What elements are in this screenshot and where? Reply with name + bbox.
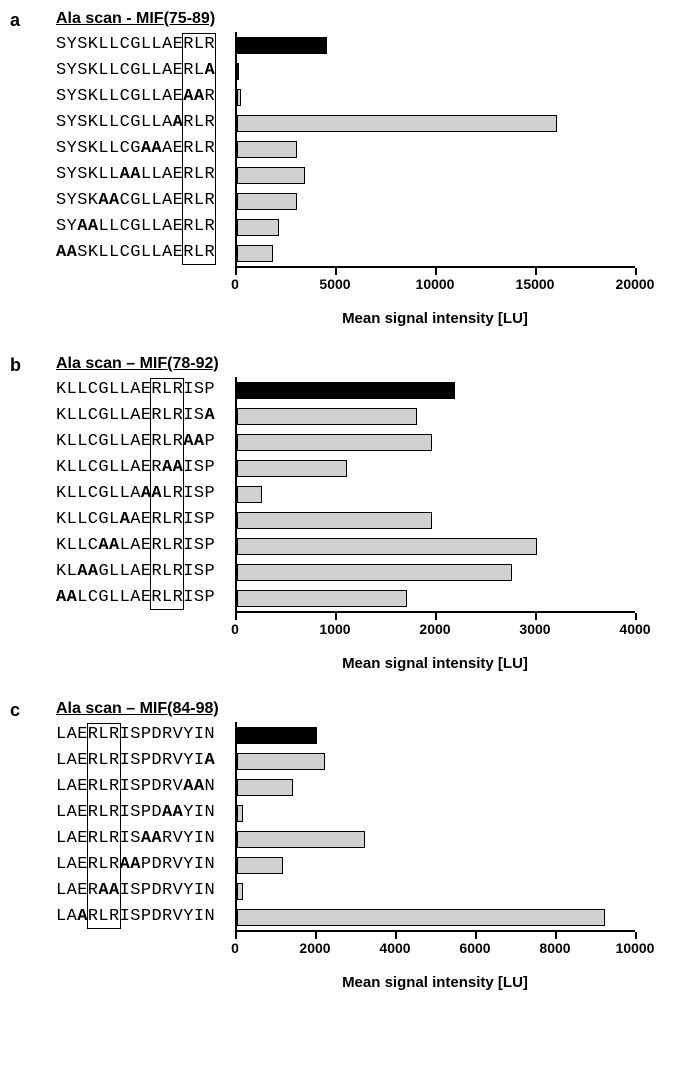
bar xyxy=(237,245,273,262)
tick-label: 20000 xyxy=(616,276,655,292)
bar xyxy=(237,219,279,236)
sequence-label: KLLCAALAERLRISP xyxy=(10,533,235,559)
sequence-label: KLLCGLLAERLRAAP xyxy=(10,429,235,455)
sequence-label: SYSKLLCGLLAARLR xyxy=(10,110,235,136)
bar xyxy=(237,779,293,796)
sequence-labels: SYSKLLCGLLAERLRSYSKLLCGLLAERLASYSKLLCGLL… xyxy=(10,32,235,266)
bar xyxy=(237,805,243,822)
sequence-label: LAERLRISPDRVAAN xyxy=(10,774,235,800)
tick-label: 4000 xyxy=(619,621,650,637)
sequence-label: KLLCGLLAERLRISA xyxy=(10,403,235,429)
bar xyxy=(237,408,417,425)
sequence-label: LAERLRAAPDRVYIN xyxy=(10,852,235,878)
sequence-label: KLLCGLLAERAAISP xyxy=(10,455,235,481)
bar xyxy=(237,193,297,210)
sequence-label: KLLCGLLAERLRISP xyxy=(10,377,235,403)
sequence-label: SYSKLLCGAAAERLR xyxy=(10,136,235,162)
sequence-label: AASKLLCGLLAERLR xyxy=(10,240,235,266)
bar xyxy=(237,753,325,770)
panel-letter: c xyxy=(10,700,20,721)
panel-title: Ala scan – MIF(78-92) xyxy=(56,355,675,373)
bar xyxy=(237,883,243,900)
sequence-label: LAERAAISPDRVYIN xyxy=(10,878,235,904)
sequence-label: SYSKLLCGLLAERLR xyxy=(10,32,235,58)
tick-label: 1000 xyxy=(319,621,350,637)
panel-b: bAla scan – MIF(78-92)KLLCGLLAERLRISPKLL… xyxy=(10,355,675,672)
sequence-label: KLLCGLLAAALRISP xyxy=(10,481,235,507)
x-axis: 01000200030004000 xyxy=(235,613,635,633)
bar xyxy=(237,434,432,451)
sequence-label: SYSKLLCGLLAEAAR xyxy=(10,84,235,110)
sequence-label: LAERLRISPDRVYIN xyxy=(10,722,235,748)
bar xyxy=(237,564,512,581)
bar xyxy=(237,857,283,874)
panel-letter: a xyxy=(10,10,20,31)
bar xyxy=(237,512,432,529)
x-axis-label: Mean signal intensity [LU] xyxy=(235,974,635,991)
sequence-label: SYAALLCGLLAERLR xyxy=(10,214,235,240)
bar xyxy=(237,167,305,184)
panel-c: cAla scan – MIF(84-98)LAERLRISPDRVYINLAE… xyxy=(10,700,675,991)
tick-label: 10000 xyxy=(416,276,455,292)
tick-label: 10000 xyxy=(616,940,655,956)
tick-label: 5000 xyxy=(319,276,350,292)
sequence-label: KLAAGLLAERLRISP xyxy=(10,559,235,585)
tick-label: 6000 xyxy=(459,940,490,956)
panel-title: Ala scan – MIF(84-98) xyxy=(56,700,675,718)
sequence-label: SYSKLLCGLLAERLA xyxy=(10,58,235,84)
bar xyxy=(237,538,537,555)
tick-label: 0 xyxy=(231,276,239,292)
chart: 0200040006000800010000 Mean signal intens… xyxy=(235,722,675,991)
bar xyxy=(237,37,327,54)
x-axis-label: Mean signal intensity [LU] xyxy=(235,310,635,327)
bar xyxy=(237,141,297,158)
sequence-labels: KLLCGLLAERLRISPKLLCGLLAERLRISAKLLCGLLAER… xyxy=(10,377,235,611)
tick-label: 2000 xyxy=(419,621,450,637)
bar xyxy=(237,115,557,132)
tick-label: 2000 xyxy=(299,940,330,956)
tick-label: 0 xyxy=(231,621,239,637)
bar xyxy=(237,63,239,80)
bar xyxy=(237,727,317,744)
x-axis: 0200040006000800010000 xyxy=(235,932,635,952)
bar xyxy=(237,89,241,106)
x-axis-label: Mean signal intensity [LU] xyxy=(235,655,635,672)
bar xyxy=(237,831,365,848)
x-axis: 05000100001500020000 xyxy=(235,268,635,288)
tick-label: 3000 xyxy=(519,621,550,637)
sequence-label: LAERLRISAARVYIN xyxy=(10,826,235,852)
sequence-label: KLLCGLAAERLRISP xyxy=(10,507,235,533)
bar xyxy=(237,460,347,477)
bar xyxy=(237,909,605,926)
panel-title: Ala scan - MIF(75-89) xyxy=(56,10,675,28)
panel-letter: b xyxy=(10,355,21,376)
sequence-label: SYSKAACGLLAERLR xyxy=(10,188,235,214)
chart: 05000100001500020000 Mean signal intensit… xyxy=(235,32,675,327)
tick-label: 4000 xyxy=(379,940,410,956)
panel-a: aAla scan - MIF(75-89)SYSKLLCGLLAERLRSYS… xyxy=(10,10,675,327)
tick-label: 8000 xyxy=(539,940,570,956)
bar xyxy=(237,382,455,399)
bar xyxy=(237,486,262,503)
tick-label: 0 xyxy=(231,940,239,956)
sequence-labels: LAERLRISPDRVYINLAERLRISPDRVYIALAERLRISPD… xyxy=(10,722,235,930)
sequence-label: LAERLRISPDRVYIA xyxy=(10,748,235,774)
sequence-label: LAERLRISPDAAYIN xyxy=(10,800,235,826)
sequence-label: LAARLRISPDRVYIN xyxy=(10,904,235,930)
sequence-label: AALCGLLAERLRISP xyxy=(10,585,235,611)
sequence-label: SYSKLLAALLAERLR xyxy=(10,162,235,188)
bar xyxy=(237,590,407,607)
chart: 01000200030004000 Mean signal intensity [… xyxy=(235,377,675,672)
tick-label: 15000 xyxy=(516,276,555,292)
